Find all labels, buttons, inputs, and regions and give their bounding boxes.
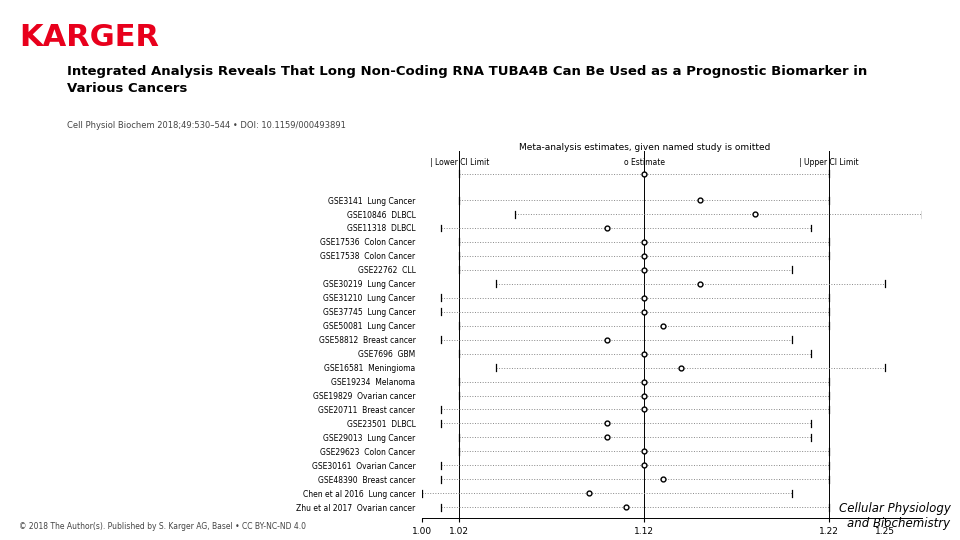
Text: | Upper CI Limit: | Upper CI Limit: [800, 158, 859, 167]
Text: Cell Physiol Biochem 2018;49:530–544 • DOI: 10.1159/000493891: Cell Physiol Biochem 2018;49:530–544 • D…: [67, 120, 346, 130]
Text: | Lower CI Limit: | Lower CI Limit: [430, 158, 489, 167]
Text: KARGER: KARGER: [19, 23, 159, 52]
Text: Cellular Physiology
and Biochemistry: Cellular Physiology and Biochemistry: [838, 502, 950, 530]
Text: Integrated Analysis Reveals That Long Non-Coding RNA TUBA4B Can Be Used as a Pro: Integrated Analysis Reveals That Long No…: [67, 65, 868, 95]
Text: © 2018 The Author(s). Published by S. Karger AG, Basel • CC BY-NC-ND 4.0: © 2018 The Author(s). Published by S. Ka…: [19, 522, 306, 531]
Text: o Estimate: o Estimate: [624, 158, 664, 167]
Text: Meta-analysis estimates, given named study is omitted: Meta-analysis estimates, given named stu…: [518, 143, 770, 152]
